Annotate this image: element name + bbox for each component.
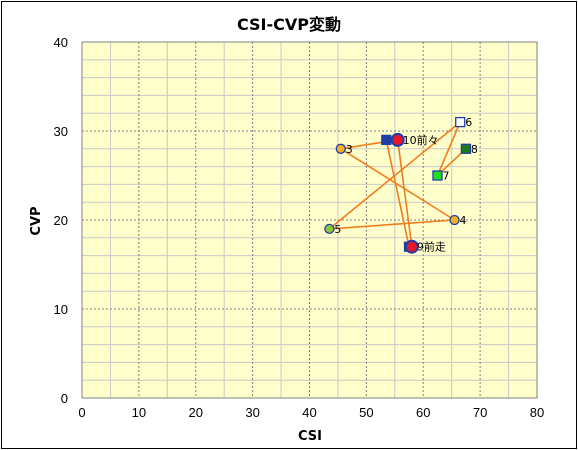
point-marker-circle [335,143,346,154]
point-marker-square [460,143,472,154]
point-label: 10前々 [403,133,439,147]
y-tick-label: 10 [54,302,68,317]
point-marker-square [432,170,443,181]
trajectory-segment [436,121,461,176]
point-label: 8 [471,143,478,156]
x-tick-label: 20 [189,405,203,420]
trajectory-segment [328,121,461,230]
trajectory-segment [385,139,410,247]
x-tick-label: 10 [132,405,146,420]
y-tick-label: 30 [54,124,68,139]
x-tick-label: 50 [359,405,373,420]
y-tick-label: 0 [61,391,68,406]
point-label: 3 [346,143,353,156]
point-marker-square [455,116,466,128]
y-axis-ticks: 0 10 20 30 40 [54,35,68,406]
trajectory-segment [340,148,455,221]
y-tick-label: 20 [54,213,68,228]
x-axis-ticks: 0 10 20 30 40 50 60 70 80 [78,405,544,420]
point-label: 4 [460,214,467,227]
point-marker-circle [449,214,460,226]
chart-title: CSI-CVP変動 [237,15,341,34]
point-marker-circle [404,239,419,254]
point-label: 7 [442,170,449,183]
y-tick-label: 40 [54,35,68,50]
trajectory-segment [329,219,455,230]
x-tick-label: 60 [416,405,430,420]
point-marker-circle [324,223,335,235]
point-label: 6 [465,116,472,129]
x-axis-title: CSI [298,429,322,444]
point-label: 9前走 [417,240,446,254]
x-tick-label: 70 [473,405,487,420]
x-tick-label: 0 [78,405,85,420]
point-marker-circle [390,132,405,147]
plot-border [81,41,538,399]
point-marker-square [381,134,392,146]
x-tick-label: 30 [245,405,259,420]
data-markers [324,116,472,254]
x-tick-label: 40 [302,405,316,420]
point-label: 5 [334,223,341,236]
y-axis-title: CVP [29,206,44,235]
x-tick-label: 80 [530,405,544,420]
trajectory-lines [328,121,467,247]
point-labels: 3 4 5 6 7 8 10前々 9前走 [334,116,478,254]
trajectory-segment [396,139,413,247]
